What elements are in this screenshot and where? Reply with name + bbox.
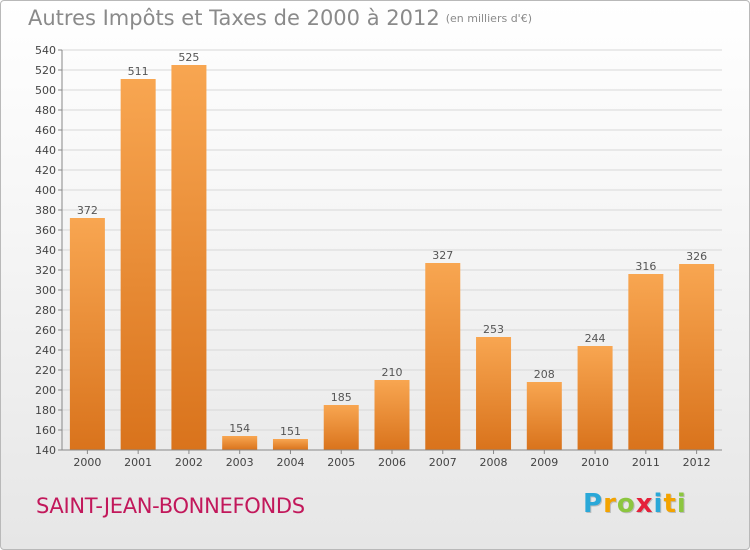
bar-2010 (577, 346, 613, 450)
logo-letter: t (663, 489, 677, 519)
x-tick-label-2007: 2007 (429, 456, 457, 469)
x-tick-label-2008: 2008 (480, 456, 508, 469)
x-tick-label-2012: 2012 (683, 456, 711, 469)
x-tick-label-2009: 2009 (530, 456, 558, 469)
value-label-2002: 525 (178, 51, 199, 64)
y-tick-label: 280 (35, 304, 56, 317)
y-tick-label: 260 (35, 324, 56, 337)
bar-2005 (323, 405, 359, 450)
x-tick-label-2001: 2001 (124, 456, 152, 469)
value-label-2001: 511 (128, 65, 149, 78)
value-label-2010: 244 (585, 332, 606, 345)
logo-letter: i (676, 489, 687, 519)
logo-letter: x (635, 489, 654, 519)
logo-letter: r (603, 489, 617, 519)
value-label-2007: 327 (432, 249, 453, 262)
bar-2000 (69, 218, 105, 450)
chart-title: Autres Impôts et Taxes de 2000 à 2012 (en… (28, 6, 532, 30)
y-tick-label: 180 (35, 404, 56, 417)
x-tick-label-2006: 2006 (378, 456, 406, 469)
bar-2002 (171, 65, 207, 450)
value-label-2005: 185 (331, 391, 352, 404)
bar-2009 (526, 382, 562, 450)
y-tick-label: 420 (35, 164, 56, 177)
value-label-2011: 316 (635, 260, 656, 273)
y-tick-label: 140 (35, 444, 56, 457)
bar-2003 (222, 436, 258, 450)
y-tick-label: 220 (35, 364, 56, 377)
y-tick-label: 380 (35, 204, 56, 217)
x-tick-label-2005: 2005 (327, 456, 355, 469)
bar-2007 (425, 263, 461, 450)
y-tick-label: 320 (35, 264, 56, 277)
value-label-2003: 154 (229, 422, 250, 435)
value-label-2006: 210 (382, 366, 403, 379)
value-label-2009: 208 (534, 368, 555, 381)
y-tick-label: 340 (35, 244, 56, 257)
logo-letter: i (653, 489, 664, 519)
y-tick-label: 480 (35, 104, 56, 117)
y-tick-label: 540 (35, 44, 56, 57)
bar-2004 (272, 439, 308, 450)
y-tick-label: 520 (35, 64, 56, 77)
y-tick-label: 460 (35, 124, 56, 137)
bar-2012 (679, 264, 715, 450)
x-tick-label-2011: 2011 (632, 456, 660, 469)
logo-letter: P (583, 489, 604, 519)
commune-name: SAINT-JEAN-BONNEFONDS (36, 494, 305, 518)
y-tick-label: 200 (35, 384, 56, 397)
axes (58, 49, 722, 454)
proxiti-logo: Proxiti (583, 489, 687, 519)
logo-letter: o (616, 489, 636, 519)
x-tick-label-2010: 2010 (581, 456, 609, 469)
y-tick-label: 360 (35, 224, 56, 237)
y-tick-label: 240 (35, 344, 56, 357)
y-tick-label: 300 (35, 284, 56, 297)
value-label-2004: 151 (280, 425, 301, 438)
x-tick-label-2000: 2000 (73, 456, 101, 469)
x-tick-label-2003: 2003 (226, 456, 254, 469)
value-label-2008: 253 (483, 323, 504, 336)
bar-2011 (628, 274, 664, 450)
bar-2001 (120, 79, 156, 450)
bar-2006 (374, 380, 410, 450)
labels: 140 160 180 200 220 240 260 280 300 320 340 360 380 4… (35, 44, 711, 469)
chart-title-text: Autres Impôts et Taxes de 2000 à 2012 (28, 6, 440, 30)
value-label-2000: 372 (77, 204, 98, 217)
y-tick-label: 160 (35, 424, 56, 437)
y-tick-label: 400 (35, 184, 56, 197)
y-tick-label: 440 (35, 144, 56, 157)
bars (69, 65, 715, 450)
bar-2008 (476, 337, 512, 450)
value-label-2012: 326 (686, 250, 707, 263)
chart-subtitle: (en milliers d'€) (445, 12, 532, 25)
x-tick-label-2002: 2002 (175, 456, 203, 469)
y-tick-label: 500 (35, 84, 56, 97)
x-tick-label-2004: 2004 (276, 456, 304, 469)
